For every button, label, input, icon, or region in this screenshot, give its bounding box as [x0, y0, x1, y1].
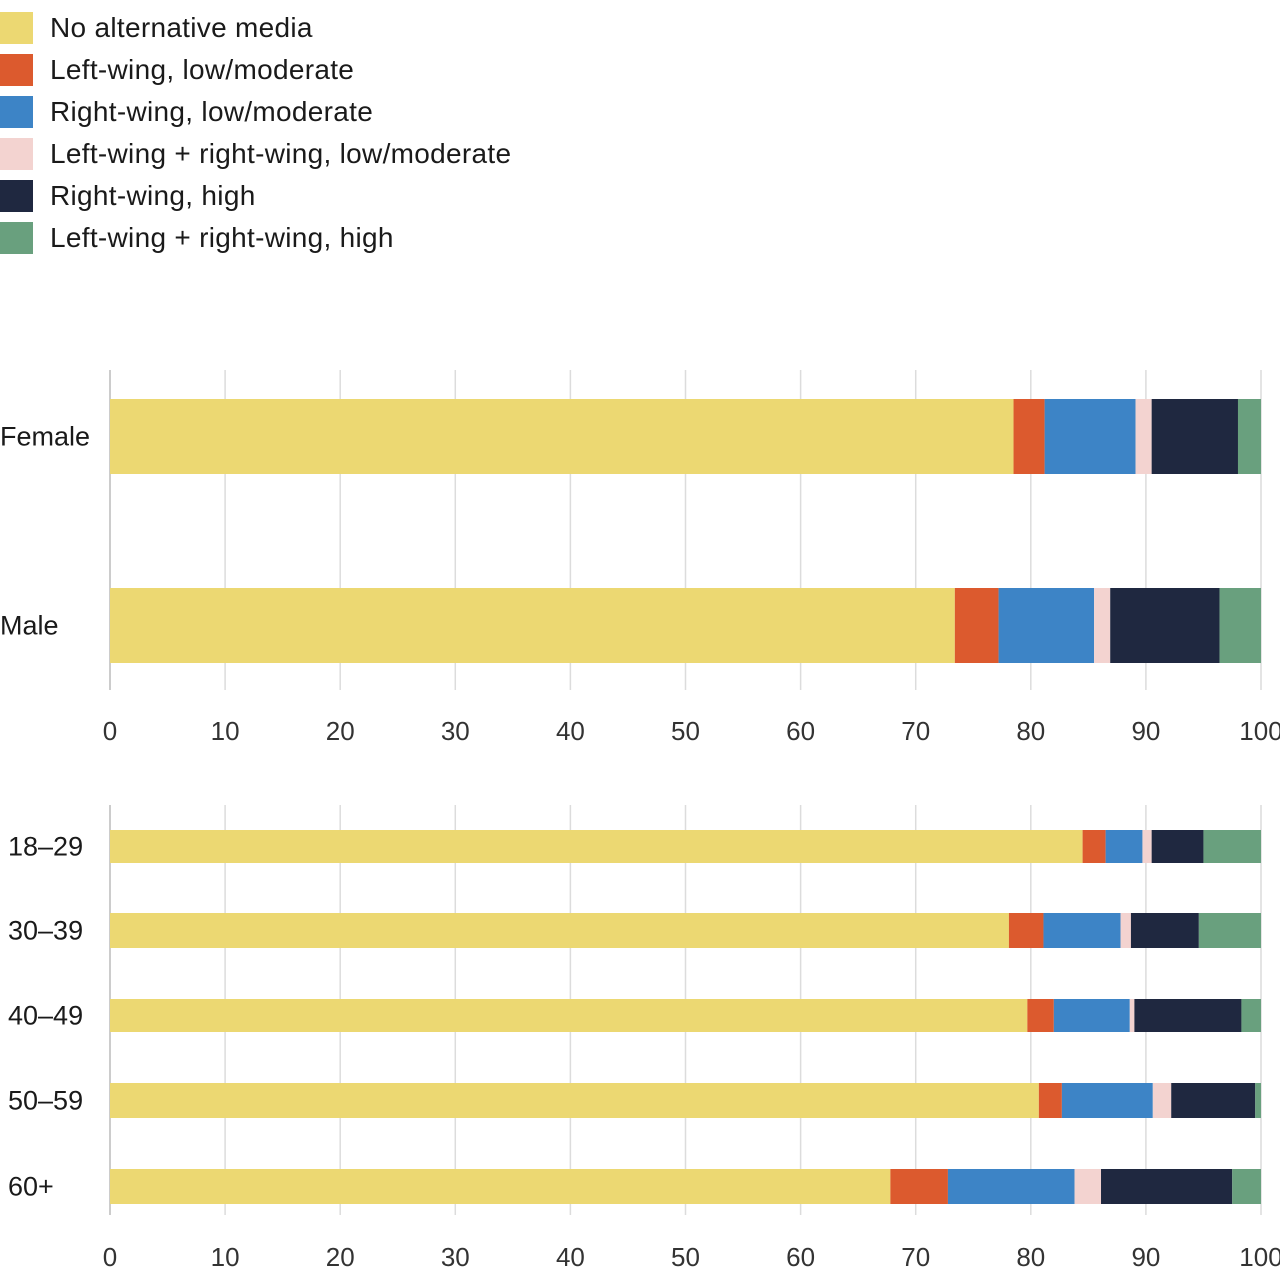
bar-segment — [1151, 399, 1238, 474]
legend-swatch — [0, 180, 33, 212]
legend-label: Left-wing, low/moderate — [50, 54, 355, 85]
legend-label: Left-wing + right-wing, low/moderate — [50, 138, 512, 169]
bar-segment — [1101, 1169, 1233, 1204]
category-label: 40–49 — [8, 1001, 83, 1031]
x-tick-label: 60 — [786, 716, 815, 746]
bar-segment — [998, 588, 1095, 663]
legend-label: No alternative media — [50, 12, 313, 43]
bar-segment — [1105, 830, 1143, 863]
category-label: 18–29 — [8, 832, 83, 862]
bar-segment — [1043, 913, 1121, 948]
x-tick-label: 10 — [211, 716, 240, 746]
legend-swatch — [0, 222, 33, 254]
x-tick-label: 30 — [441, 1242, 470, 1268]
bar-segment — [1094, 588, 1111, 663]
legend-swatch — [0, 96, 33, 128]
legend-swatch — [0, 54, 33, 86]
x-tick-label: 90 — [1131, 716, 1160, 746]
x-tick-label: 40 — [556, 716, 585, 746]
bar-segment — [1255, 1083, 1261, 1118]
bar-segment — [1241, 999, 1261, 1032]
legend-label: Left-wing + right-wing, high — [50, 222, 394, 253]
x-tick-label: 0 — [103, 1242, 117, 1268]
x-tick-label: 20 — [326, 716, 355, 746]
legend-item: Left-wing, low/moderate — [0, 44, 511, 96]
bar-segment — [1151, 830, 1204, 863]
bar-segment — [110, 399, 1014, 474]
legend-item: Right-wing, high — [0, 170, 511, 222]
legend-swatch — [0, 12, 33, 44]
x-tick-label: 80 — [1016, 716, 1045, 746]
bar-segment — [1082, 830, 1106, 863]
legend-swatch — [0, 138, 33, 170]
legend-item: No alternative media — [0, 2, 511, 54]
category-label: Male — [0, 611, 59, 641]
x-tick-label: 30 — [441, 716, 470, 746]
bar-segment — [110, 588, 955, 663]
x-tick-label: 60 — [786, 1242, 815, 1268]
x-tick-label: 20 — [326, 1242, 355, 1268]
category-label: 30–39 — [8, 916, 83, 946]
bar-segment — [1044, 399, 1136, 474]
x-tick-label: 40 — [556, 1242, 585, 1268]
legend-item: Right-wing, low/moderate — [0, 86, 511, 138]
bar-segment — [1152, 1083, 1172, 1118]
legend: No alternative media Left-wing, low/moder… — [0, 2, 511, 264]
bar-segment — [1130, 913, 1199, 948]
x-tick-label: 0 — [103, 716, 117, 746]
x-tick-label: 100 — [1239, 1242, 1280, 1268]
bar-segment — [1237, 399, 1261, 474]
bar-segment — [1219, 588, 1261, 663]
legend-item: Left-wing + right-wing, low/moderate — [0, 128, 511, 180]
x-tick-label: 70 — [901, 1242, 930, 1268]
bar-segment — [947, 1169, 1075, 1204]
bar-segment — [890, 1169, 948, 1204]
bar-segment — [1129, 999, 1135, 1032]
bar-segment — [1013, 399, 1045, 474]
legend-item: Left-wing + right-wing, high — [0, 212, 511, 264]
bar-segment — [1061, 1083, 1153, 1118]
bar-segment — [1232, 1169, 1261, 1204]
legend-label: Right-wing, high — [50, 180, 256, 211]
bar-segment — [1110, 588, 1220, 663]
bar-segment — [110, 999, 1028, 1032]
bar-segment — [1171, 1083, 1256, 1118]
bar-segment — [1053, 999, 1130, 1032]
legend-label: Right-wing, low/moderate — [50, 96, 374, 127]
bar-segment — [1027, 999, 1054, 1032]
bar-segment — [1134, 999, 1242, 1032]
bar-segment — [1135, 399, 1152, 474]
category-label: Female — [0, 422, 90, 452]
x-tick-label: 50 — [671, 1242, 700, 1268]
bar-segment — [1142, 830, 1152, 863]
x-tick-label: 50 — [671, 716, 700, 746]
x-tick-label: 80 — [1016, 1242, 1045, 1268]
bar-segment — [1120, 913, 1131, 948]
bar-segment — [110, 913, 1009, 948]
bar-segment — [110, 1169, 891, 1204]
category-label: 50–59 — [8, 1086, 83, 1116]
bar-segment — [1203, 830, 1261, 863]
bar-segment — [1008, 913, 1044, 948]
bar-segment — [1074, 1169, 1102, 1204]
bar-segment — [110, 1083, 1039, 1118]
x-tick-label: 10 — [211, 1242, 240, 1268]
bar-segment — [1038, 1083, 1062, 1118]
x-tick-label: 90 — [1131, 1242, 1160, 1268]
category-label: 60+ — [8, 1172, 54, 1202]
bar-segment — [1198, 913, 1261, 948]
bar-segment — [954, 588, 999, 663]
x-tick-label: 100 — [1239, 716, 1280, 746]
bar-segment — [110, 830, 1083, 863]
x-tick-label: 70 — [901, 716, 930, 746]
